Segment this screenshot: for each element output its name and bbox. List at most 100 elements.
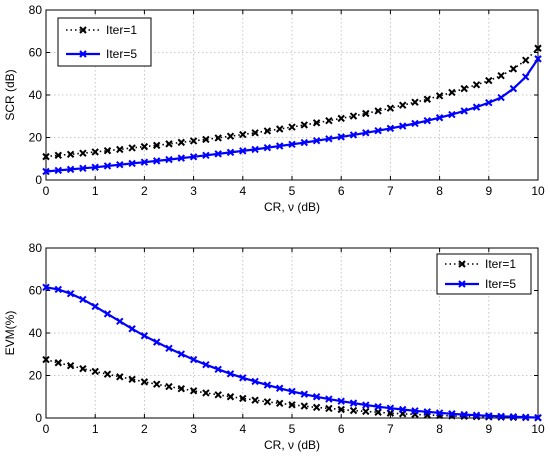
y-axis-label: EVM(%) [3,311,17,356]
data-point [349,131,358,139]
data-point [497,93,505,102]
data-point [460,84,468,93]
data-point [79,164,87,173]
data-point [128,325,136,333]
data-point [300,138,309,147]
data-point [337,114,345,123]
data-point [509,413,518,421]
x-tick-label: 3 [190,422,197,436]
legend-marker [458,280,466,288]
data-point [534,413,542,422]
data-point [226,370,235,378]
data-point [226,148,235,157]
legend-label: Iter=1 [485,257,516,271]
data-point [66,165,75,174]
data-point [103,310,112,318]
data-point [177,154,186,162]
data-point [312,393,321,401]
data-point [435,92,444,100]
data-point [202,135,210,144]
data-point [214,365,222,374]
data-point [239,374,247,382]
legend-label: Iter=1 [106,23,137,37]
legend: Iter=1 Iter=5 [57,17,152,67]
data-point [177,384,186,393]
data-point [472,81,481,89]
data-point [54,285,63,294]
data-point [91,302,99,311]
data-point [165,382,173,391]
data-point [448,88,456,97]
data-point [239,130,247,139]
y-tick-label: 40 [29,88,43,102]
data-point [165,140,173,148]
y-tick-label: 60 [29,284,43,298]
data-point [263,143,272,152]
data-point [435,114,444,122]
data-point [362,129,370,137]
data-point [362,401,370,409]
data-point [152,380,161,388]
x-tick-label: 6 [338,184,345,198]
data-point [325,395,333,403]
legend-label: Iter=5 [485,277,516,291]
data-point [485,98,493,107]
data-point [325,135,333,143]
data-point [103,146,112,155]
data-point [300,390,309,398]
data-point [177,350,186,358]
data-point [189,387,198,395]
y-tick-label: 80 [29,3,43,17]
data-point [398,405,407,414]
data-point [497,412,505,421]
data-point [435,409,444,417]
data-point [202,151,210,160]
data-point [349,112,358,120]
x-tick-label: 0 [43,184,50,198]
data-point [91,367,99,376]
data-point [91,163,99,171]
legend-marker [458,260,466,268]
chart-panel-1: 0 1 2 3 4 5 6 7 8 9 10 0 20 40 60 80 CR, ν (dB) SCR (dB) I… [3,3,545,214]
data-point [386,124,395,133]
data-point [54,166,63,175]
data-point [116,145,124,154]
data-point [275,125,284,133]
y-axis-label: SCR (dB) [3,69,17,120]
series-iter-5 [42,283,542,422]
data-point [312,403,321,412]
x-tick-label: 0 [43,422,50,436]
data-point [66,362,75,370]
data-point [386,404,395,412]
data-point [374,126,382,135]
x-tick-label: 5 [289,184,296,198]
data-point [275,384,284,392]
data-point [239,147,247,155]
data-point [460,107,468,115]
data-point [275,142,284,150]
series-iter-1 [42,44,542,161]
data-point [54,359,63,367]
data-point [312,119,321,127]
data-point [411,119,419,128]
data-point [66,289,75,298]
data-point [226,393,235,401]
data-point [288,387,296,396]
data-point [42,152,50,161]
data-point [349,399,358,407]
x-tick-label: 9 [485,184,492,198]
data-point [251,129,259,137]
data-point [103,370,112,378]
data-point [128,159,136,168]
data-point [165,344,173,353]
data-point [472,103,481,111]
data-point [116,160,124,169]
data-point [534,55,542,63]
data-point [79,364,87,373]
data-point [509,84,518,93]
data-point [300,121,309,129]
data-point [337,397,345,405]
data-point [140,378,149,386]
data-point [152,338,161,346]
